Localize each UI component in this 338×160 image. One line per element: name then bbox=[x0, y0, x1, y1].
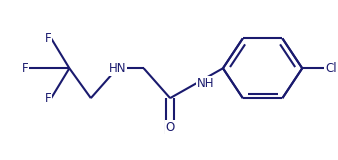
Text: F: F bbox=[45, 92, 51, 105]
Text: HN: HN bbox=[108, 62, 126, 75]
Text: Cl: Cl bbox=[325, 62, 337, 75]
Text: F: F bbox=[45, 32, 51, 45]
Text: F: F bbox=[21, 62, 28, 75]
Text: NH: NH bbox=[196, 77, 214, 90]
Text: O: O bbox=[166, 121, 175, 134]
